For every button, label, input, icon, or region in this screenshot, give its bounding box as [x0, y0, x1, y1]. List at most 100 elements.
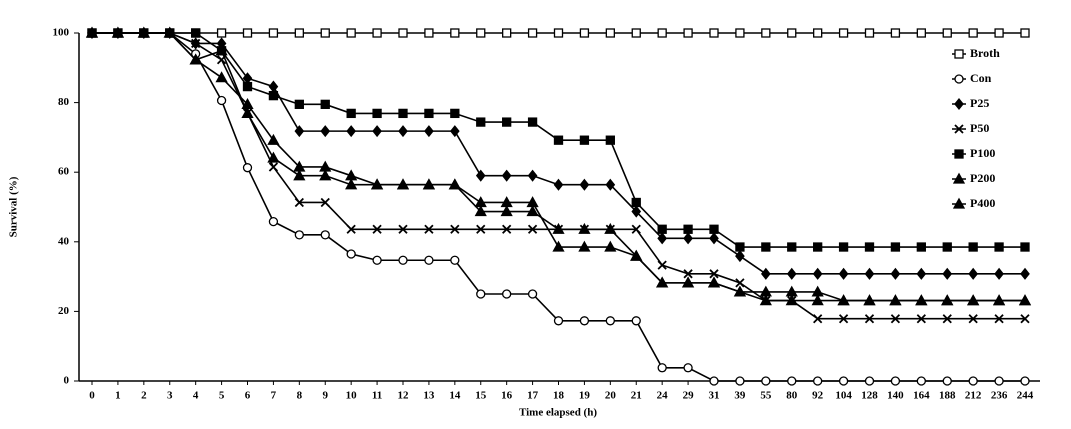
data-point	[527, 289, 538, 299]
data-point	[294, 99, 304, 109]
x-tick-label: 236	[991, 390, 1008, 402]
data-point	[709, 376, 719, 386]
x-tick-label: 21	[631, 390, 642, 402]
x-tick-label: 92	[812, 390, 824, 402]
x-tick-label: 7	[271, 390, 277, 402]
data-point	[320, 197, 330, 208]
data-point	[657, 224, 667, 234]
data-point	[631, 28, 641, 38]
data-point	[189, 53, 202, 65]
data-point	[1020, 28, 1030, 38]
data-point	[916, 28, 926, 38]
data-point	[890, 28, 901, 38]
data-point	[864, 376, 875, 386]
x-tick-label: 8	[297, 390, 303, 402]
data-point	[787, 376, 797, 386]
data-point	[346, 108, 356, 119]
x-tick-label: 24	[657, 390, 669, 402]
data-point	[968, 242, 978, 252]
data-point	[85, 26, 99, 38]
data-point	[527, 169, 538, 182]
data-point	[578, 222, 591, 234]
y-axis-label: Survival (%)	[8, 176, 20, 237]
data-point	[502, 28, 512, 38]
data-point	[552, 222, 565, 234]
data-point	[372, 224, 382, 234]
data-point	[681, 276, 695, 288]
data-point	[709, 232, 719, 245]
data-point	[657, 28, 667, 38]
data-point	[631, 205, 642, 218]
data-point	[502, 224, 512, 234]
x-tick-label: 5	[219, 390, 225, 402]
data-point	[968, 28, 978, 38]
data-point	[605, 316, 615, 326]
data-point	[474, 205, 487, 217]
data-point	[398, 28, 408, 38]
data-point	[838, 314, 849, 324]
data-point	[761, 267, 771, 280]
data-point	[579, 316, 590, 326]
x-tick-label: 39	[734, 390, 746, 402]
series-line	[92, 32, 1025, 302]
data-point	[813, 376, 823, 386]
data-point	[1018, 294, 1032, 306]
x-tick-label: 31	[709, 390, 720, 402]
data-point	[320, 99, 330, 109]
data-point	[215, 44, 228, 56]
data-point	[813, 242, 823, 252]
data-point	[683, 363, 693, 373]
data-point	[450, 108, 460, 119]
data-point	[398, 125, 408, 138]
x-tick-label: 17	[527, 390, 539, 402]
x-tick-label: 20	[605, 390, 617, 402]
data-point	[657, 260, 667, 270]
data-point	[450, 255, 460, 265]
data-point	[527, 117, 538, 127]
data-point	[500, 196, 513, 208]
data-point	[735, 278, 745, 288]
data-point	[994, 242, 1004, 252]
y-tick-label: 0	[64, 375, 70, 387]
legend-label: P400	[970, 196, 995, 210]
data-point	[372, 255, 382, 265]
x-tick-label: 29	[683, 390, 695, 402]
series-line	[92, 32, 1025, 302]
data-point	[450, 224, 460, 234]
data-point	[294, 125, 305, 138]
data-point	[268, 216, 279, 227]
data-point	[864, 28, 875, 38]
data-point	[346, 249, 356, 259]
data-point	[785, 294, 798, 306]
data-point	[137, 26, 150, 38]
data-point	[1020, 314, 1030, 324]
x-tick-label: 212	[965, 390, 982, 402]
data-point	[476, 289, 486, 299]
data-point	[890, 242, 901, 252]
data-point	[733, 285, 747, 297]
x-tick-label: 6	[245, 390, 251, 402]
data-point	[941, 294, 954, 306]
data-point	[527, 28, 538, 38]
data-point	[709, 269, 719, 279]
legend-marker	[954, 49, 964, 59]
legend-marker	[954, 97, 964, 111]
data-point	[268, 28, 279, 38]
data-point	[838, 242, 849, 252]
data-point	[1020, 376, 1030, 386]
data-point	[735, 242, 745, 252]
data-point	[889, 294, 902, 306]
x-tick-label: 55	[760, 390, 772, 402]
data-point	[475, 169, 486, 182]
data-point	[942, 376, 952, 386]
data-point	[370, 178, 384, 190]
data-point	[268, 162, 279, 172]
data-point	[526, 205, 539, 217]
data-point	[709, 224, 719, 234]
x-tick-label: 19	[579, 390, 591, 402]
data-point	[163, 26, 176, 38]
data-point	[709, 28, 719, 38]
data-point	[216, 28, 227, 38]
data-point	[293, 169, 306, 181]
legend-label: P200	[970, 171, 995, 185]
